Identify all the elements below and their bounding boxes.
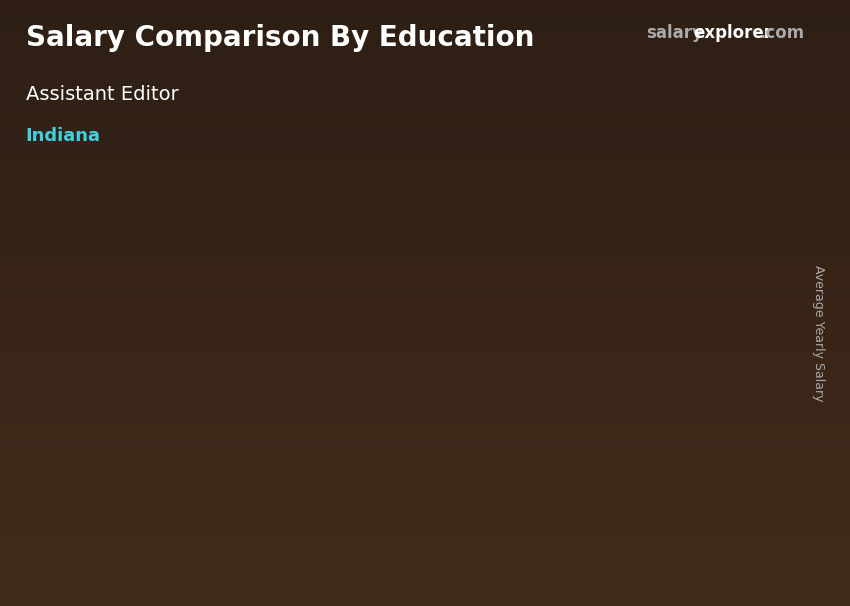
Bar	[697, 110, 782, 114]
Bar	[697, 98, 782, 101]
Text: .com: .com	[759, 24, 804, 42]
Bar	[697, 120, 782, 124]
Bar	[697, 114, 782, 117]
Polygon shape	[111, 422, 224, 533]
Text: 69,800 USD: 69,800 USD	[371, 335, 462, 348]
Bar	[697, 91, 782, 94]
Polygon shape	[473, 358, 486, 533]
Bar	[697, 91, 731, 110]
Text: Bachelor's
Degree: Bachelor's Degree	[621, 564, 711, 596]
Bar	[697, 94, 782, 98]
Polygon shape	[609, 240, 722, 533]
Text: +57%: +57%	[264, 282, 344, 306]
Text: Salary Comparison By Education: Salary Comparison By Education	[26, 24, 534, 52]
Text: Average Yearly Salary: Average Yearly Salary	[812, 265, 824, 402]
Bar	[697, 130, 782, 133]
Text: +68%: +68%	[513, 147, 594, 171]
Bar	[697, 104, 782, 107]
Text: salary: salary	[646, 24, 703, 42]
Bar	[697, 117, 782, 120]
Text: explorer: explorer	[693, 24, 772, 42]
Polygon shape	[224, 422, 237, 533]
Text: Certificate or
Diploma: Certificate or Diploma	[360, 564, 473, 596]
Polygon shape	[360, 358, 473, 533]
Text: 44,500 USD: 44,500 USD	[122, 398, 212, 411]
Text: 117,000 USD: 117,000 USD	[615, 216, 717, 230]
Bar	[697, 107, 782, 110]
Text: Indiana: Indiana	[26, 127, 100, 145]
Bar	[697, 124, 782, 127]
Bar	[697, 127, 782, 130]
Text: Assistant Editor: Assistant Editor	[26, 85, 178, 104]
Bar	[697, 101, 782, 104]
Text: High School: High School	[116, 564, 218, 578]
Polygon shape	[722, 240, 735, 533]
